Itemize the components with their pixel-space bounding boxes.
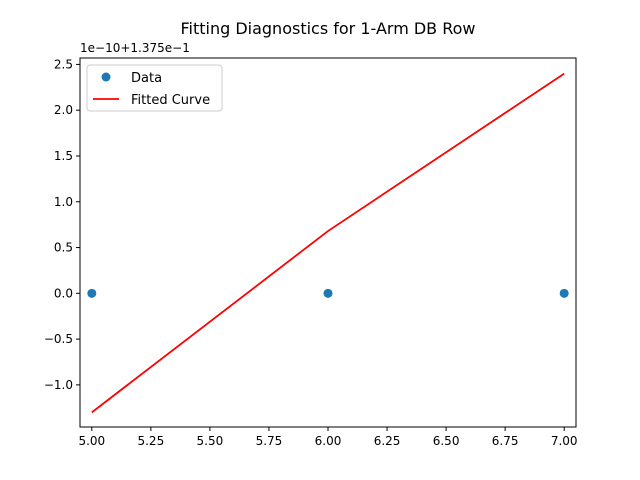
legend-box — [86, 64, 223, 112]
axes: 5.00 5.25 5.50 5.75 6.00 6.25 6.50 6.75 7.00 −1.0… — [44, 57, 578, 448]
x-tick-label: 5.75 — [256, 434, 283, 448]
plot-area — [87, 72, 569, 414]
y-tick-label: 0.5 — [54, 241, 73, 255]
x-tick-label: 6.50 — [433, 434, 460, 448]
y-tick-label: −0.5 — [44, 332, 73, 346]
data-point — [559, 288, 569, 298]
x-tick-label: 5.50 — [197, 434, 224, 448]
data-point — [87, 288, 97, 298]
legend-label: Fitted Curve — [131, 93, 210, 108]
x-tick-label: 5.00 — [78, 434, 105, 448]
x-tick-label: 6.00 — [315, 434, 342, 448]
legend-marker-point — [101, 72, 111, 82]
data-point — [323, 288, 333, 298]
axes-frame — [79, 57, 577, 428]
x-tick-label: 7.00 — [551, 434, 578, 448]
x-tick-label: 5.25 — [137, 434, 164, 448]
y-tick-label: 0.0 — [54, 286, 73, 300]
chart-title: Fitting Diagnostics for 1-Arm DB Row — [180, 19, 475, 38]
y-tick-label: 2.5 — [54, 57, 73, 71]
legend: Data Fitted Curve — [86, 64, 223, 112]
y-tick-label: 2.0 — [54, 103, 73, 117]
x-tick-label: 6.25 — [374, 434, 401, 448]
legend-label: Data — [131, 71, 162, 86]
x-tick-label: 6.75 — [492, 434, 519, 448]
y-axis-offset-label: 1e−10+1.375e−1 — [80, 41, 190, 55]
y-tick-label: 1.0 — [54, 195, 73, 209]
series-line-fitted-curve — [91, 72, 565, 414]
y-tick-label: 1.5 — [54, 149, 73, 163]
y-tick-label: −1.0 — [44, 378, 73, 392]
